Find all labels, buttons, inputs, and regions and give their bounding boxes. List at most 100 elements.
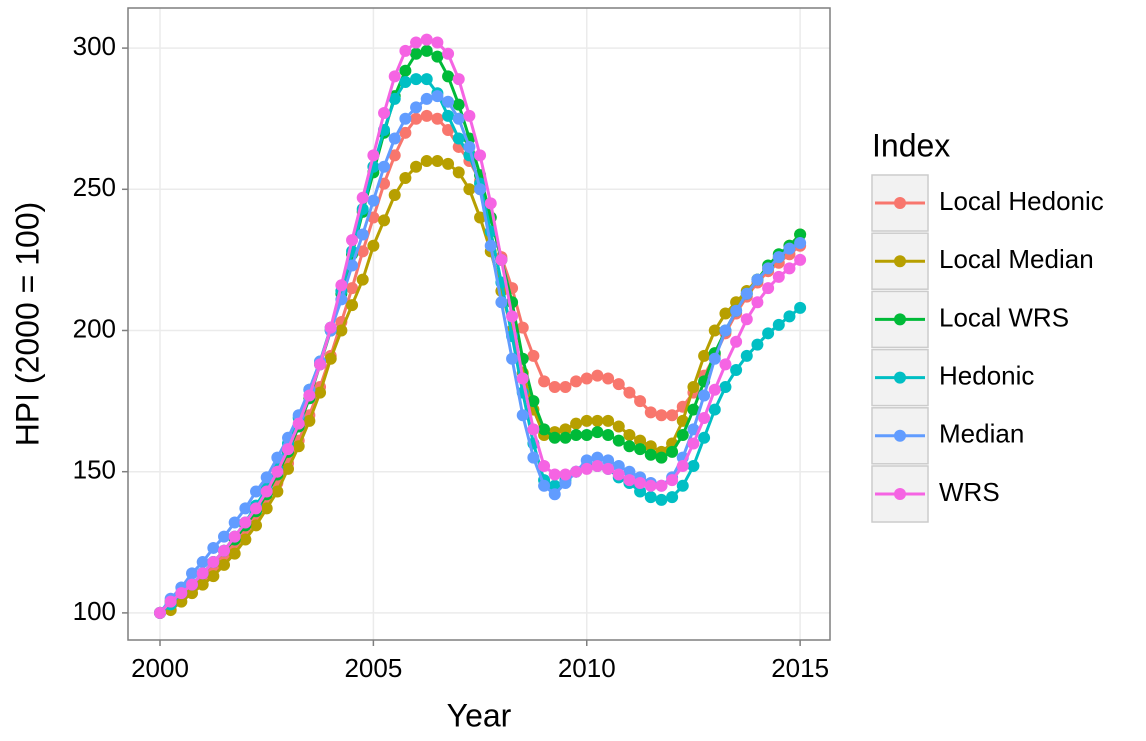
- data-point: [186, 578, 199, 591]
- data-point: [335, 279, 348, 292]
- data-point: [452, 98, 465, 111]
- x-tick-label: 2005: [344, 653, 402, 683]
- data-point: [388, 188, 401, 201]
- plot-area: [154, 33, 807, 619]
- legend-key-point: [894, 197, 906, 209]
- data-point: [282, 462, 295, 475]
- legend-key-point: [894, 429, 906, 442]
- data-point: [410, 73, 423, 86]
- data-point: [644, 448, 657, 461]
- data-point: [559, 423, 572, 436]
- data-point: [356, 245, 369, 258]
- data-point: [591, 369, 604, 382]
- data-point: [655, 409, 668, 422]
- data-point: [410, 160, 423, 173]
- data-point: [516, 409, 529, 422]
- data-point: [367, 239, 380, 252]
- data-point: [271, 485, 284, 498]
- data-point: [772, 251, 785, 264]
- legend-label: Median: [939, 419, 1024, 449]
- data-point: [442, 109, 455, 122]
- data-point: [367, 194, 380, 207]
- data-point: [399, 112, 412, 125]
- data-point: [602, 454, 615, 467]
- data-point: [623, 465, 636, 478]
- data-point: [154, 606, 167, 619]
- data-point: [431, 155, 444, 168]
- data-point: [420, 109, 433, 122]
- data-point: [708, 352, 721, 365]
- data-point: [570, 428, 583, 441]
- data-point: [442, 123, 455, 136]
- data-point: [420, 155, 433, 168]
- data-point: [399, 126, 412, 139]
- data-point: [218, 544, 231, 557]
- data-point: [506, 352, 519, 365]
- legend-label: WRS: [939, 477, 1000, 507]
- data-point: [687, 460, 700, 473]
- data-point: [687, 380, 700, 393]
- data-point: [698, 389, 711, 402]
- data-point: [612, 434, 625, 447]
- data-point: [292, 440, 305, 453]
- data-point: [378, 107, 391, 120]
- data-point: [644, 440, 657, 453]
- data-point: [687, 437, 700, 450]
- data-point: [410, 36, 423, 49]
- data-point: [698, 412, 711, 425]
- data-point: [612, 460, 625, 473]
- data-point: [538, 479, 551, 492]
- data-point: [356, 191, 369, 204]
- grid: [128, 8, 830, 640]
- data-point: [335, 324, 348, 337]
- data-point: [484, 197, 497, 210]
- data-point: [271, 451, 284, 464]
- data-point: [431, 90, 444, 103]
- data-point: [346, 299, 359, 312]
- data-point: [324, 321, 337, 334]
- data-point: [666, 491, 679, 504]
- data-point: [623, 474, 636, 487]
- data-point: [730, 364, 743, 377]
- data-point: [548, 431, 561, 444]
- data-point: [794, 228, 807, 241]
- data-point: [260, 471, 273, 484]
- data-point: [559, 431, 572, 444]
- data-point: [399, 64, 412, 77]
- data-point: [463, 140, 476, 153]
- data-point: [516, 372, 529, 385]
- data-point: [794, 301, 807, 314]
- data-point: [548, 488, 561, 501]
- data-point: [719, 307, 732, 320]
- data-point: [292, 417, 305, 430]
- data-point: [794, 236, 807, 249]
- data-point: [452, 112, 465, 125]
- data-point: [410, 47, 423, 60]
- data-point: [762, 262, 775, 275]
- data-point: [570, 465, 583, 478]
- data-point: [271, 465, 284, 478]
- data-point: [794, 253, 807, 266]
- data-point: [431, 112, 444, 125]
- legend-key-point: [894, 313, 906, 326]
- data-point: [602, 428, 615, 441]
- data-point: [580, 454, 593, 467]
- data-point: [623, 440, 636, 453]
- legend-key-point: [894, 488, 906, 500]
- y-tick-label: 200: [73, 313, 116, 343]
- data-point: [527, 395, 540, 408]
- data-point: [719, 358, 732, 371]
- data-point: [708, 324, 721, 337]
- data-point: [602, 462, 615, 475]
- data-point: [442, 70, 455, 83]
- data-point: [751, 273, 764, 286]
- data-point: [346, 234, 359, 247]
- data-point: [570, 375, 583, 388]
- data-point: [762, 282, 775, 295]
- data-point: [420, 44, 433, 57]
- data-point: [346, 282, 359, 295]
- data-point: [399, 172, 412, 185]
- data-point: [538, 375, 551, 388]
- data-point: [516, 321, 529, 334]
